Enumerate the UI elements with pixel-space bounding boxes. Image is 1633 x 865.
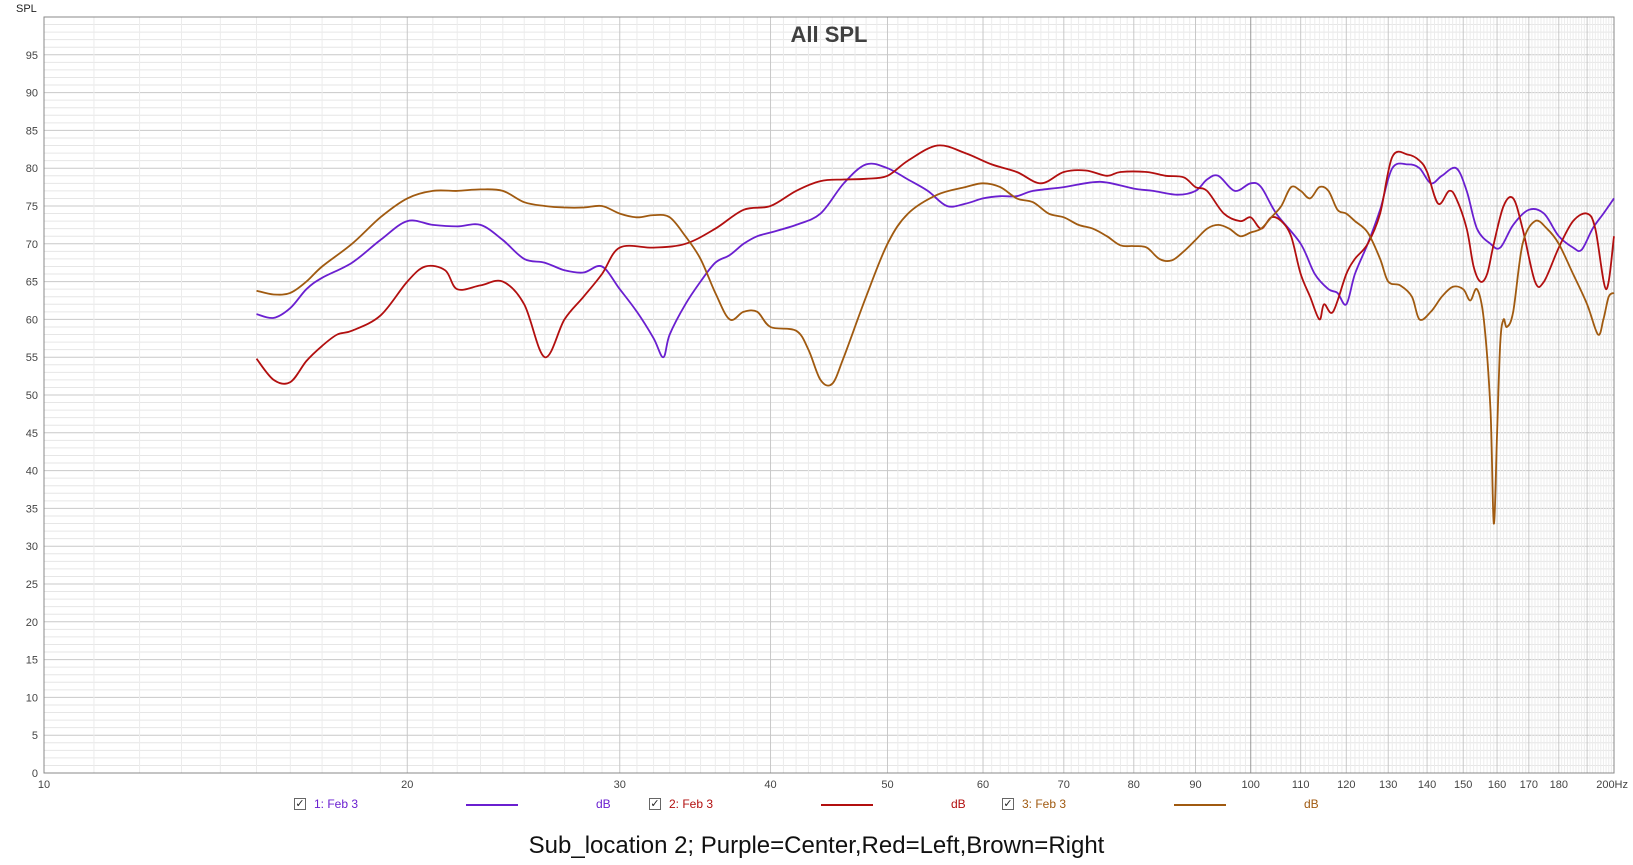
legend-label: 2: Feb 3 <box>669 797 714 811</box>
chart-title: All SPL <box>790 22 867 47</box>
legend-label: 3: Feb 3 <box>1022 797 1067 811</box>
legend-swatch <box>821 804 873 806</box>
x-tick-label: 10 <box>38 779 50 791</box>
x-tick-label: 50 <box>881 779 893 791</box>
series-line-3 <box>256 182 1615 525</box>
y-tick-label: 20 <box>26 617 38 629</box>
x-tick-label: 80 <box>1128 779 1140 791</box>
legend-swatch <box>1174 804 1226 806</box>
x-tick-label: 130 <box>1379 779 1397 791</box>
y-tick-label: 10 <box>26 692 38 704</box>
legend-unit: dB <box>951 797 966 811</box>
y-tick-label: 0 <box>32 768 38 780</box>
x-tick-label: 140 <box>1418 779 1436 791</box>
legend-swatch <box>466 804 518 806</box>
y-tick-label: 45 <box>26 428 38 440</box>
y-tick-label: 95 <box>26 50 38 62</box>
y-tick-labels: 0 5 10 15 20 25 30 35 40 45 50 55 60 65 70 75 80 85 90 95 <box>26 50 38 780</box>
y-tick-label: 50 <box>26 390 38 402</box>
x-tick-label: 170 <box>1520 779 1538 791</box>
y-axis-label: SPL <box>16 3 37 15</box>
y-tick-label: 65 <box>26 277 38 289</box>
legend-label: 1: Feb 3 <box>314 797 359 811</box>
x-tick-label: 60 <box>977 779 989 791</box>
y-tick-label: 25 <box>26 579 38 591</box>
y-tick-label: 75 <box>26 201 38 213</box>
y-tick-label: 60 <box>26 314 38 326</box>
x-tick-label: 180 <box>1550 779 1568 791</box>
series-line-1 <box>256 162 1615 359</box>
legend-unit: dB <box>596 797 611 811</box>
y-tick-label: 30 <box>26 541 38 553</box>
x-tick-label: 40 <box>764 779 776 791</box>
x-tick-label: 110 <box>1292 779 1310 791</box>
series-layer <box>255 144 1615 525</box>
y-tick-label: 40 <box>26 466 38 478</box>
plot-area-border <box>43 16 1615 774</box>
x-tick-label: 150 <box>1454 779 1472 791</box>
legend: ✓ 1: Feb 3 dB ✓ 2: Feb 3 dB ✓ 3: Feb 3 dB <box>0 795 1633 817</box>
x-tick-label: 100 <box>1242 779 1260 791</box>
y-tick-label: 35 <box>26 503 38 515</box>
legend-item-1: ✓ 1: Feb 3 dB <box>294 795 634 817</box>
y-tick-label: 15 <box>26 655 38 667</box>
y-tick-label: 80 <box>26 163 38 175</box>
x-tick-label: 120 <box>1337 779 1355 791</box>
x-tick-label: 200Hz <box>1596 779 1628 791</box>
chart-caption: Sub_location 2; Purple=Center,Red=Left,B… <box>528 832 1105 859</box>
x-tick-label: 90 <box>1189 779 1201 791</box>
y-tick-label: 70 <box>26 239 38 251</box>
y-tick-label: 5 <box>32 730 38 742</box>
x-tick-labels: 10 20 30 40 50 60 70 80 90 100 110 120 130 140 150 160 1… <box>38 779 1628 791</box>
series-line-2 <box>255 144 1615 385</box>
y-tick-label: 90 <box>26 88 38 100</box>
legend-checkbox-1[interactable]: ✓ <box>294 798 306 810</box>
x-tick-label: 30 <box>614 779 626 791</box>
x-tick-label: 160 <box>1488 779 1506 791</box>
y-tick-label: 55 <box>26 352 38 364</box>
y-tick-label: 85 <box>26 125 38 137</box>
legend-unit: dB <box>1304 797 1319 811</box>
x-tick-label: 70 <box>1058 779 1070 791</box>
legend-item-3: ✓ 3: Feb 3 dB <box>1002 795 1342 817</box>
legend-checkbox-2[interactable]: ✓ <box>649 798 661 810</box>
x-tick-label: 20 <box>401 779 413 791</box>
legend-checkbox-3[interactable]: ✓ <box>1002 798 1014 810</box>
legend-item-2: ✓ 2: Feb 3 dB <box>649 795 989 817</box>
grid-lines <box>44 17 1614 773</box>
